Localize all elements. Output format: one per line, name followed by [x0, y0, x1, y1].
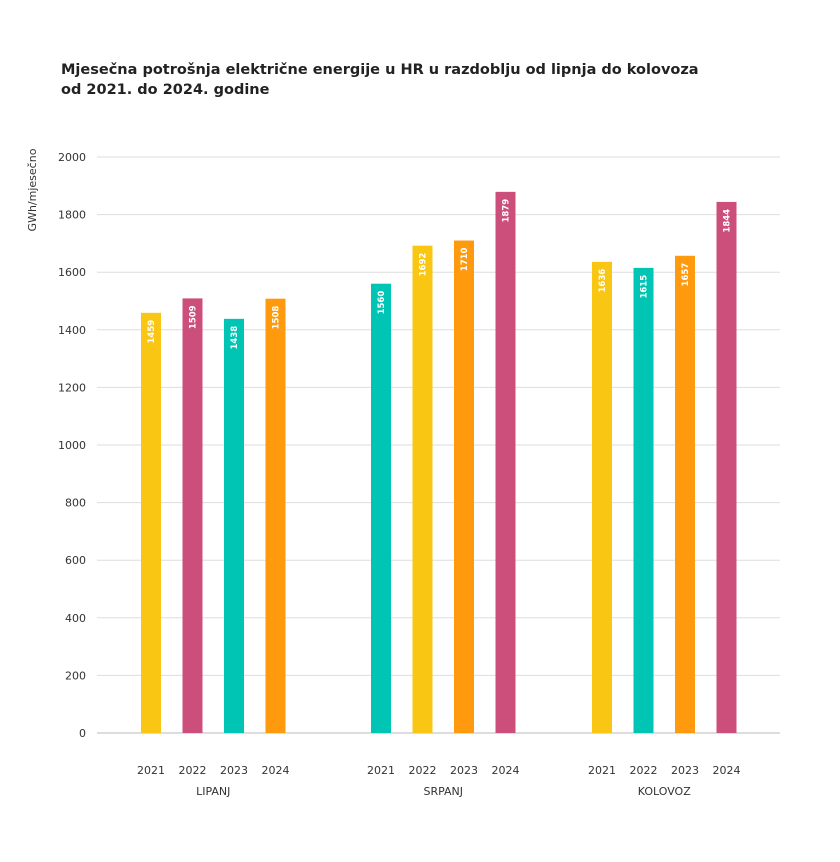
value-label: 1636: [598, 269, 608, 293]
x-tick-label: 2022: [179, 764, 207, 777]
value-label: 1438: [230, 326, 240, 350]
y-tick-label: 200: [65, 669, 86, 682]
x-tick-label: 2023: [450, 764, 478, 777]
value-label: 1657: [681, 263, 691, 287]
y-tick-label: 1800: [58, 209, 86, 222]
y-tick-label: 1000: [58, 439, 86, 452]
value-label: 1508: [272, 306, 282, 330]
value-label: 1560: [377, 291, 387, 315]
value-label: 1615: [640, 275, 650, 299]
bar: [454, 240, 474, 733]
value-label: 1710: [460, 247, 470, 271]
bar: [224, 318, 244, 733]
y-tick-label: 800: [65, 497, 86, 510]
y-tick-label: 2000: [58, 151, 86, 164]
y-tick-label: 600: [65, 554, 86, 567]
x-tick-label: 2021: [588, 764, 616, 777]
y-axis-label: GWh/mjesečno: [26, 148, 39, 231]
value-label: 1692: [419, 253, 429, 277]
group-label: SRPANJ: [423, 785, 463, 798]
y-tick-label: 1600: [58, 266, 86, 279]
x-tick-label: 2023: [220, 764, 248, 777]
chart-title: od 2021. do 2024. godine: [61, 82, 270, 98]
x-tick-label: 2023: [671, 764, 699, 777]
value-label: 1509: [189, 305, 199, 329]
bar: [141, 312, 161, 733]
x-tick-label: 2024: [262, 764, 290, 777]
bar: [412, 245, 433, 734]
x-tick-label: 2024: [713, 764, 741, 777]
bar: [495, 191, 516, 733]
x-tick-label: 2021: [367, 764, 395, 777]
value-label: 1459: [147, 320, 157, 344]
bar: [716, 201, 737, 734]
value-label: 1844: [723, 209, 733, 233]
x-tick-label: 2022: [630, 764, 658, 777]
group-label: LIPANJ: [196, 785, 230, 798]
x-tick-label: 2021: [137, 764, 165, 777]
chart-title: Mjesečna potrošnja električne energije u…: [61, 62, 699, 78]
x-tick-label: 2024: [492, 764, 520, 777]
y-tick-label: 1200: [58, 381, 86, 394]
group-label: KOLOVOZ: [638, 785, 691, 798]
x-tick-label: 2022: [409, 764, 437, 777]
bar: [633, 267, 654, 733]
bar: [265, 298, 286, 733]
bar: [182, 298, 203, 733]
y-tick-label: 1400: [58, 324, 86, 337]
value-label: 1879: [502, 199, 512, 223]
y-tick-label: 0: [79, 727, 86, 740]
bar: [592, 261, 612, 733]
bar: [675, 255, 695, 733]
y-tick-label: 400: [65, 612, 86, 625]
bar: [371, 283, 391, 733]
